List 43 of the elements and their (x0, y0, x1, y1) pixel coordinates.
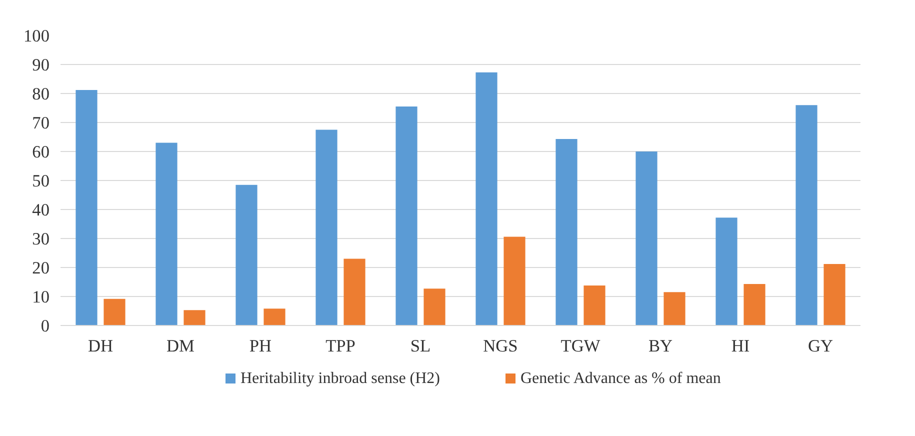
y-tick-label: 20 (32, 258, 50, 278)
legend-label: Genetic Advance as % of mean (520, 370, 721, 387)
x-tick-label: SL (410, 336, 431, 356)
bar (716, 218, 738, 326)
bar (344, 258, 366, 326)
bar (236, 184, 258, 326)
x-tick-label: PH (249, 336, 272, 356)
y-tick-label: 40 (32, 200, 50, 220)
bar (264, 308, 286, 326)
bar (424, 288, 446, 326)
bar (396, 106, 418, 326)
y-tick-label: 50 (32, 172, 50, 190)
bar (824, 264, 846, 326)
y-tick-label: 60 (32, 142, 50, 162)
legend-label: Heritability inbroad sense (H2) (240, 370, 440, 387)
bar (504, 236, 526, 326)
bar (104, 298, 126, 326)
bar (744, 284, 766, 326)
y-tick-label: 70 (32, 114, 50, 132)
bar (156, 142, 178, 326)
bar (796, 105, 818, 326)
bar (584, 285, 606, 326)
bar (476, 72, 498, 326)
bar (664, 292, 686, 326)
bar (184, 310, 206, 326)
y-tick-label: 0 (40, 316, 50, 336)
y-tick-label: 100 (24, 26, 50, 46)
x-tick-label: TPP (326, 336, 356, 356)
y-tick-label: 90 (32, 56, 50, 74)
x-tick-label: GY (808, 336, 834, 356)
x-tick-label: DM (166, 336, 194, 356)
y-tick-label: 30 (32, 230, 50, 248)
y-tick-label: 80 (32, 84, 50, 104)
bar (636, 152, 658, 326)
bar (76, 90, 98, 326)
bar (316, 130, 338, 326)
x-tick-label: NGS (483, 336, 518, 356)
x-tick-label: HI (731, 336, 750, 356)
bar (556, 139, 578, 326)
x-tick-label: BY (648, 336, 674, 356)
x-tick-label: TGW (560, 336, 601, 356)
x-tick-label: DH (88, 336, 114, 356)
y-tick-label: 10 (32, 288, 50, 306)
